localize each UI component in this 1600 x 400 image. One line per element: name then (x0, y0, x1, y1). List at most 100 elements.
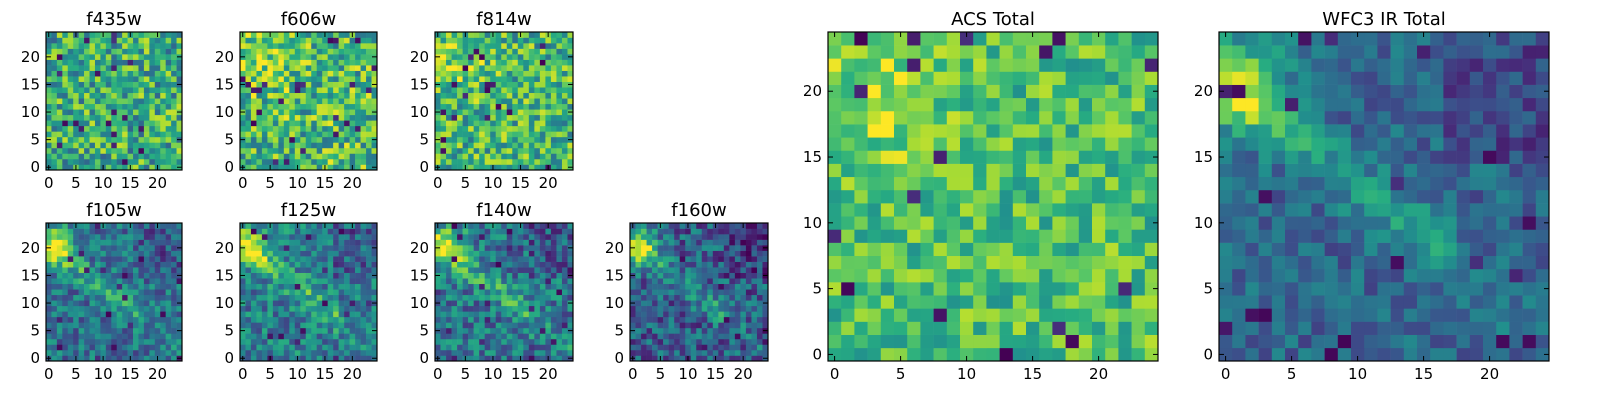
heatmap-cell (289, 120, 296, 127)
heatmap-cell (745, 234, 752, 240)
heatmap-cell (517, 305, 524, 312)
heatmap-cell (256, 136, 263, 143)
heatmap-cell (512, 338, 519, 345)
heatmap-cell (116, 228, 123, 235)
heatmap-cell (333, 76, 339, 82)
heatmap-cell (756, 278, 763, 285)
heatmap-cell (94, 92, 101, 99)
heatmap-cell (338, 136, 345, 143)
heatmap-cell (528, 54, 535, 60)
heatmap-cell (690, 333, 697, 340)
heatmap-cell (111, 37, 118, 44)
heatmap-cell (138, 305, 145, 312)
heatmap-cell (685, 311, 692, 318)
heatmap-cell (78, 158, 85, 165)
heatmap-cell (311, 267, 318, 273)
heatmap-cell (567, 338, 574, 345)
heatmap-cell (740, 294, 747, 301)
heatmap-cell (176, 37, 183, 44)
heatmap-cell (240, 349, 246, 356)
heatmap-cell (89, 272, 96, 279)
heatmap-cell (127, 256, 134, 262)
heatmap-cell (718, 223, 725, 229)
heatmap-cell (674, 294, 680, 301)
heatmap-cell (641, 338, 647, 345)
heatmap-cell (349, 48, 356, 55)
heatmap-cell (561, 114, 568, 121)
heatmap-cell (149, 333, 156, 340)
heatmap-cell (468, 250, 474, 257)
heatmap-cell (73, 125, 79, 132)
heatmap-cell (272, 283, 279, 290)
heatmap-cell (84, 311, 90, 318)
heatmap-cell (1012, 189, 1027, 204)
heatmap-cell (556, 81, 563, 88)
heatmap-cell (501, 289, 508, 296)
heatmap-cell (920, 216, 934, 230)
heatmap-cell (854, 242, 868, 257)
heatmap-cell (523, 267, 530, 273)
heatmap-cell (278, 164, 285, 171)
heatmap-cell (468, 48, 474, 55)
heatmap-cell (327, 136, 334, 143)
heatmap-cell (646, 322, 653, 329)
heatmap-cell (355, 131, 361, 138)
heatmap-cell (674, 250, 680, 257)
heatmap-cell (718, 267, 725, 273)
heatmap-cell (841, 229, 855, 243)
heatmap-cell (501, 37, 508, 44)
heatmap-cell (479, 153, 485, 160)
heatmap-cell (729, 234, 736, 240)
heatmap-cell (1131, 334, 1146, 349)
heatmap-cell (740, 338, 747, 345)
heatmap-cell (707, 283, 714, 290)
heatmap-cell (111, 81, 118, 88)
heatmap-cell (556, 32, 563, 38)
heatmap-cell (333, 267, 339, 273)
heatmap-cell (89, 355, 96, 362)
heatmap-cell (479, 103, 485, 110)
heatmap-cell (440, 109, 447, 116)
heatmap-cell (355, 316, 361, 323)
heatmap-cell (495, 349, 502, 356)
heatmap-cell (440, 70, 447, 77)
heatmap-cell (122, 245, 128, 251)
heatmap-cell (523, 109, 530, 116)
heatmap-cell (484, 228, 491, 235)
heatmap-cell (127, 147, 134, 154)
heatmap-cell (745, 245, 752, 251)
heatmap-cell (316, 289, 323, 296)
heatmap-cell (267, 98, 274, 105)
heatmap-cell (435, 43, 441, 49)
heatmap-cell (149, 59, 156, 66)
heatmap-cell (528, 81, 535, 88)
heatmap-cell (305, 70, 312, 77)
heatmap-cell (89, 136, 96, 143)
heatmap-cell (867, 334, 882, 349)
heatmap-cell (176, 256, 183, 262)
heatmap-cell (451, 70, 458, 77)
heatmap-cell (89, 338, 96, 345)
heatmap-cell (561, 256, 568, 262)
heatmap-cell (517, 272, 524, 279)
heatmap-cell (149, 158, 156, 165)
heatmap-cell (355, 311, 361, 318)
heatmap-cell (440, 322, 447, 329)
heatmap-cell (534, 349, 541, 356)
heatmap-cell (94, 76, 101, 82)
heatmap-cell (512, 87, 519, 94)
heatmap-cell (366, 327, 372, 334)
heatmap-cell (841, 321, 855, 335)
heatmap-cell (854, 203, 868, 217)
heatmap-cell (907, 203, 921, 217)
heatmap-cell (283, 43, 290, 49)
heatmap-cell (690, 223, 697, 229)
heatmap-cell (105, 70, 112, 77)
heatmap-cell (127, 125, 134, 132)
heatmap-cell (894, 282, 908, 296)
heatmap-cell (751, 278, 758, 285)
heatmap-cell (561, 333, 568, 340)
heatmap-cell (316, 92, 323, 99)
heatmap-cell (457, 223, 463, 229)
heatmap-cell (300, 322, 307, 329)
